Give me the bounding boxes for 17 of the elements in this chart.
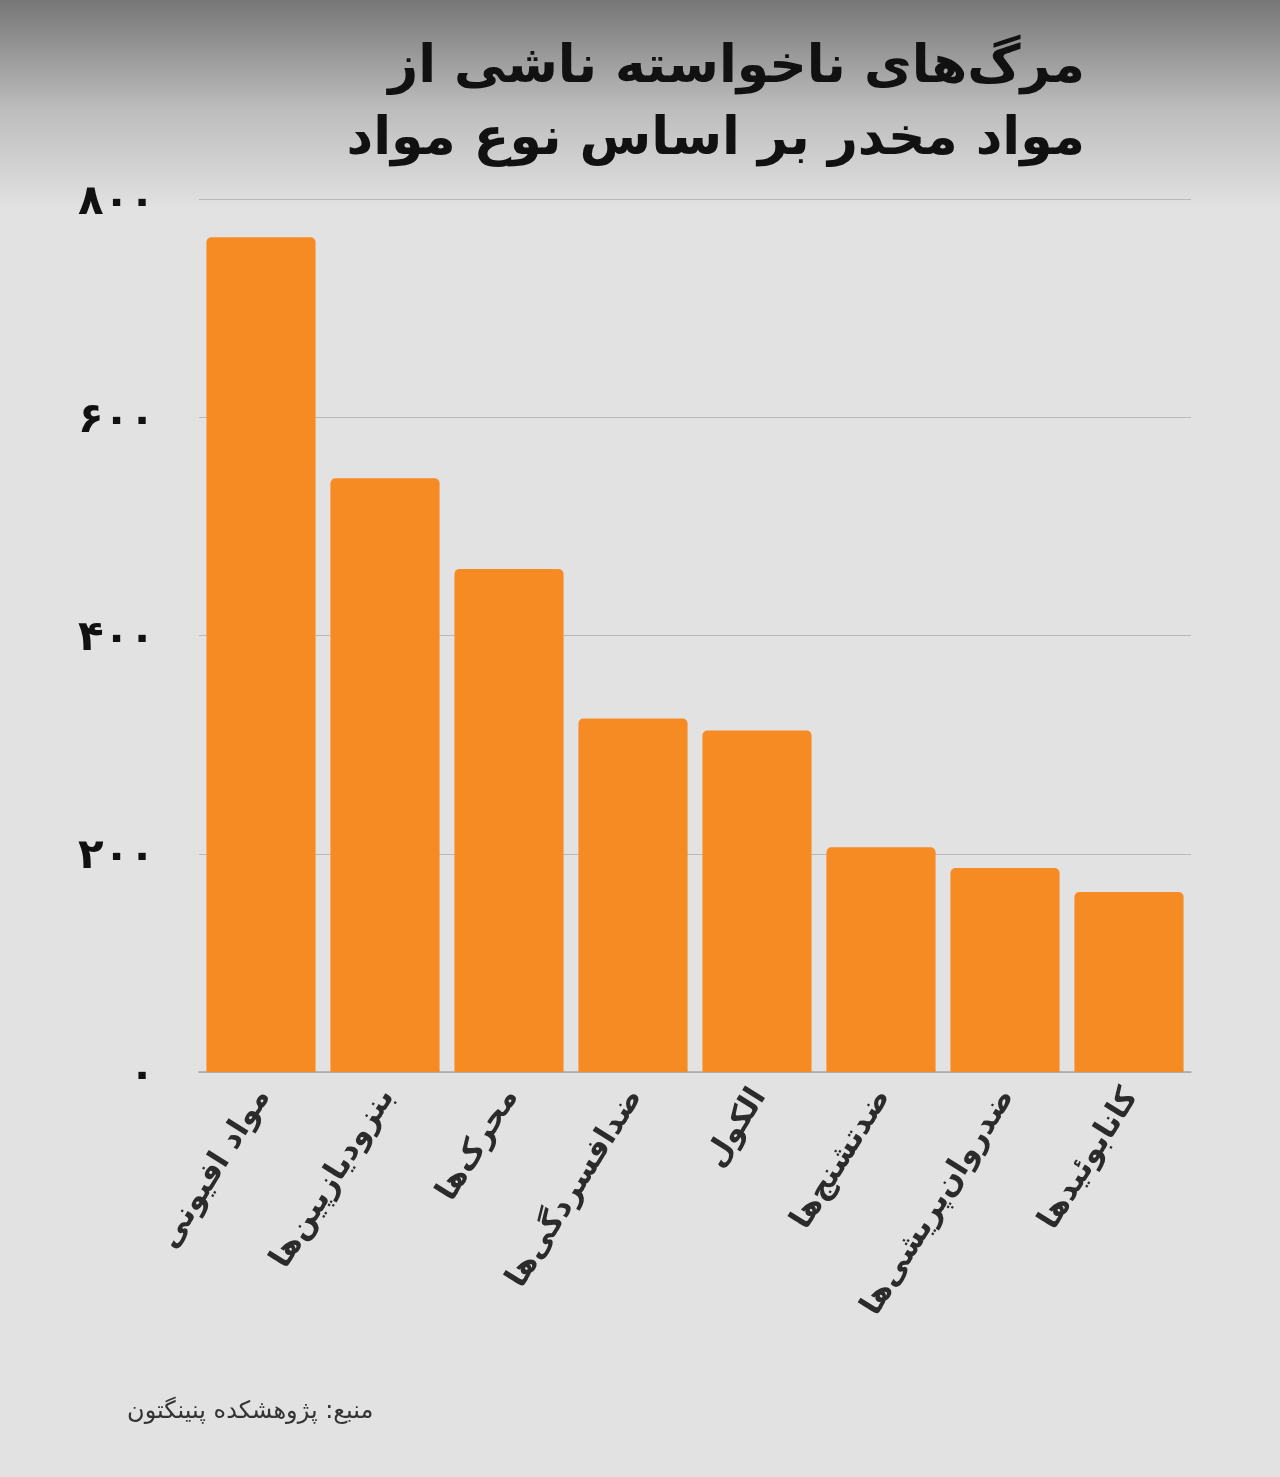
y-tick-label: ۴۰۰ — [78, 611, 155, 660]
bar — [454, 568, 564, 1072]
y-tick-label: ۲۰۰ — [78, 829, 155, 879]
bar — [826, 847, 936, 1072]
bar — [206, 237, 316, 1072]
x-tick-label: الکول — [695, 1080, 774, 1174]
bar — [1074, 891, 1184, 1072]
bar — [950, 867, 1060, 1072]
chart-title: مرگ‌های ناخواسته ناشی از مواد مخدر بر اساس نوع مواد — [345, 33, 1085, 169]
x-tick-label: کانابوئیدها — [1029, 1079, 1146, 1236]
y-tick-label: ۶۰۰ — [78, 392, 155, 442]
y-tick-label: ۸۰۰ — [78, 174, 155, 224]
bar — [578, 718, 688, 1072]
y-tick-label: ۰ — [129, 1047, 155, 1097]
text: منبع: پژوهشکده پنینگتون — [127, 1396, 374, 1424]
bar — [330, 478, 440, 1072]
bar — [702, 730, 812, 1072]
